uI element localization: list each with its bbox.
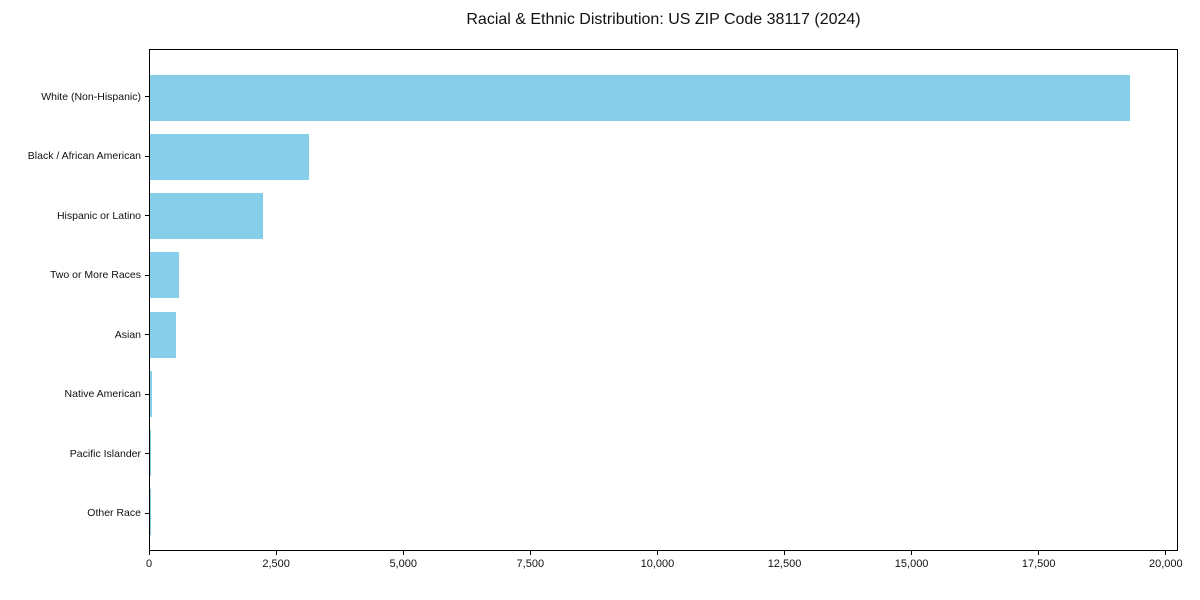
x-tick-mark (148, 551, 150, 555)
plot-area (149, 49, 1178, 551)
bar (150, 489, 151, 536)
x-axis-tick-label: 12,500 (767, 558, 802, 570)
y-label-row: Black / African American (0, 127, 149, 187)
bar (150, 311, 177, 358)
y-axis-label: Hispanic or Latino (56, 209, 141, 222)
y-label-row: Asian (0, 305, 149, 365)
x-tick-mark (1165, 551, 1167, 555)
y-label-row: Pacific Islander (0, 424, 149, 484)
y-tick-mark (145, 393, 149, 395)
x-axis: 0 2,500 5,000 7,500 10,000 12,500 15,000 17,500… (145, 550, 1183, 580)
y-axis-label: Other Race (87, 507, 141, 520)
y-label-row: Native American (0, 365, 149, 425)
x-axis-tick-label: 7,500 (516, 558, 545, 570)
bar (150, 252, 180, 299)
x-axis-tick-label: 20,000 (1149, 558, 1183, 570)
x-axis-tick-label: 2,500 (262, 558, 290, 570)
bar-row (150, 246, 1177, 305)
chart-title: Racial & Ethnic Distribution: US ZIP Cod… (466, 11, 861, 28)
x-axis-tick-label: 0 (145, 558, 153, 570)
y-axis-label: Asian (114, 328, 141, 341)
x-tick-mark (911, 551, 913, 555)
y-tick-mark (145, 274, 149, 276)
bar-row (150, 424, 1177, 483)
x-axis-tick-label: 5,000 (389, 558, 417, 570)
y-tick-mark (145, 155, 149, 157)
y-axis-label: Two or More Races (49, 269, 141, 282)
bar-row (150, 68, 1177, 127)
bar-row (150, 305, 1177, 364)
y-label-row: Two or More Races (0, 246, 149, 306)
y-tick-mark (145, 453, 149, 455)
x-tick-mark (1038, 551, 1040, 555)
x-tick-mark (784, 551, 786, 555)
y-tick-mark (145, 512, 149, 514)
y-axis: White (Non-Hispanic) Black / African Amer… (0, 49, 149, 551)
bar (150, 133, 310, 180)
x-tick-mark (656, 551, 658, 555)
x-tick-mark (529, 551, 531, 555)
bar-row (150, 483, 1177, 542)
bar-row (150, 127, 1177, 186)
x-tick-mark (402, 551, 404, 555)
y-axis-label: Pacific Islander (69, 447, 141, 460)
bar-row (150, 364, 1177, 423)
x-axis-tick-label: 17,500 (1021, 558, 1056, 570)
y-label-row: Other Race (0, 484, 149, 544)
bar-row (150, 187, 1177, 246)
bar (150, 193, 264, 240)
x-axis-tick-label: 10,000 (640, 558, 675, 570)
y-axis-label: White (Non-Hispanic) (41, 90, 141, 103)
y-axis-label: Black / African American (27, 150, 141, 163)
y-tick-mark (145, 215, 149, 217)
x-tick-mark (275, 551, 277, 555)
bar (150, 74, 1131, 121)
x-axis-tick-label: 15,000 (894, 558, 929, 570)
bar (150, 370, 152, 417)
y-tick-mark (145, 334, 149, 336)
y-label-row: Hispanic or Latino (0, 186, 149, 246)
y-tick-mark (145, 96, 149, 98)
y-axis-label: Native American (64, 388, 141, 401)
y-label-row: White (Non-Hispanic) (0, 67, 149, 127)
